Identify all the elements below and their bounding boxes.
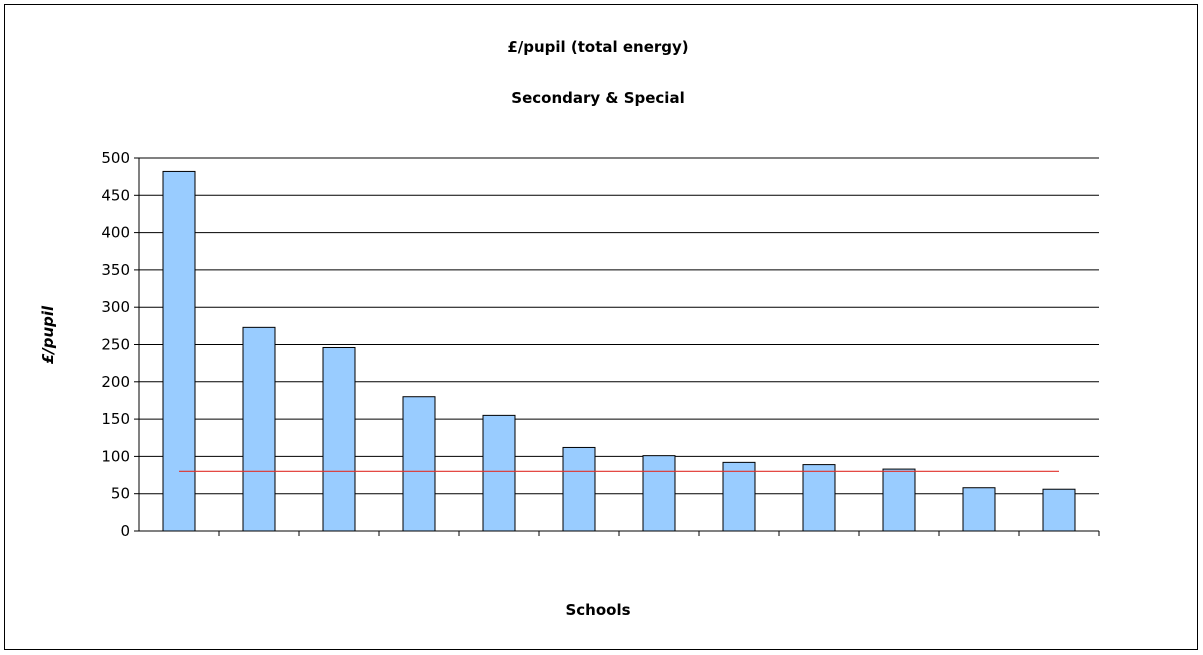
y-tick-label-50: 50 [111, 485, 130, 503]
chart-frame: £/pupil (total energy) Secondary & Speci… [4, 4, 1198, 650]
chart-title: £/pupil (total energy) [507, 38, 688, 56]
bar-12 [1042, 488, 1076, 532]
y-tick-label-100: 100 [101, 447, 130, 465]
bar-4 [402, 396, 436, 532]
y-tick-label-250: 250 [101, 336, 130, 354]
y-tick-label-0: 0 [120, 522, 130, 540]
y-tick-label-300: 300 [101, 298, 130, 316]
y-tick-label-400: 400 [101, 224, 130, 242]
y-axis-title: £/pupil [39, 305, 57, 364]
x-axis-title: Schools [565, 601, 630, 619]
y-tick-label-200: 200 [101, 373, 130, 391]
chart-subtitle: Secondary & Special [511, 89, 684, 107]
y-tick-label-450: 450 [101, 186, 130, 204]
bar-10 [882, 468, 916, 532]
y-tick-label-350: 350 [101, 261, 130, 279]
chart-svg: £/pupil (total energy) Secondary & Speci… [39, 38, 1100, 619]
bar-8 [722, 461, 756, 532]
bar-11 [962, 487, 996, 532]
bar-1 [162, 170, 196, 532]
bar-7 [642, 455, 676, 532]
bar-2 [242, 326, 276, 532]
bar-9 [802, 464, 836, 532]
axis-layer: 0 50 100 150 200 250 300 350 400 450 500 [101, 149, 1100, 540]
bar-6 [562, 446, 596, 532]
grid-layer [139, 157, 1099, 495]
y-tick-label-500: 500 [101, 149, 130, 167]
bars-layer [162, 170, 1076, 532]
y-tick-label-150: 150 [101, 410, 130, 428]
bar-5 [482, 414, 516, 532]
bar-3 [322, 346, 356, 532]
